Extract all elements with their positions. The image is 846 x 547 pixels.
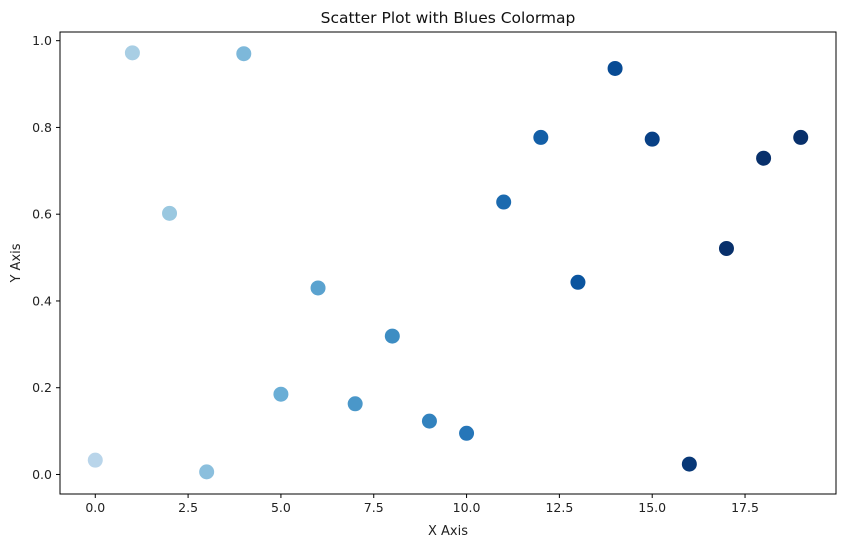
scatter-point [162,205,178,221]
y-tick-label: 0.0 [32,467,52,482]
scatter-point [347,396,363,412]
data-points [87,45,809,480]
scatter-point [199,464,215,480]
x-tick-label: 17.5 [731,500,759,515]
x-tick-label: 7.5 [364,500,384,515]
y-tick-label: 0.4 [32,293,52,308]
scatter-point [756,150,772,166]
scatter-point [236,46,252,62]
x-axis-label: X Axis [428,524,468,539]
y-tick-label: 0.6 [32,207,52,222]
x-tick-label: 0.0 [85,500,105,515]
x-tick-label: 12.5 [545,500,573,515]
scatter-point [681,456,697,472]
scatter-point [793,129,809,145]
scatter-point [124,45,140,61]
scatter-point [87,452,103,468]
x-tick-label: 2.5 [178,500,198,515]
y-axis-label: Y Axis [9,243,24,283]
scatter-point [570,274,586,290]
scatter-point [496,194,512,210]
y-tick-label: 0.8 [32,120,52,135]
scatter-point [718,240,734,256]
chart-title: Scatter Plot with Blues Colormap [321,9,576,27]
x-tick-label: 5.0 [271,500,291,515]
x-tick-label: 15.0 [638,500,666,515]
scatter-point [273,386,289,402]
scatter-point [459,425,475,441]
scatter-point [607,60,623,76]
plot-frame [59,31,837,495]
scatter-point [384,328,400,344]
x-tick-label: 10.0 [453,500,481,515]
y-axis-ticks: 0.0 0.2 0.4 0.6 0.8 1.0 [32,33,60,482]
plot-area [59,31,837,495]
y-tick-label: 0.2 [32,380,52,395]
y-tick-label: 1.0 [32,33,52,48]
scatter-point [533,129,549,145]
scatter-point [421,413,437,429]
scatter-point [644,131,660,147]
x-axis-ticks: 0.0 2.5 5.0 7.5 10.0 12.5 15.0 17.5 [85,494,759,515]
scatter-point [310,280,326,296]
